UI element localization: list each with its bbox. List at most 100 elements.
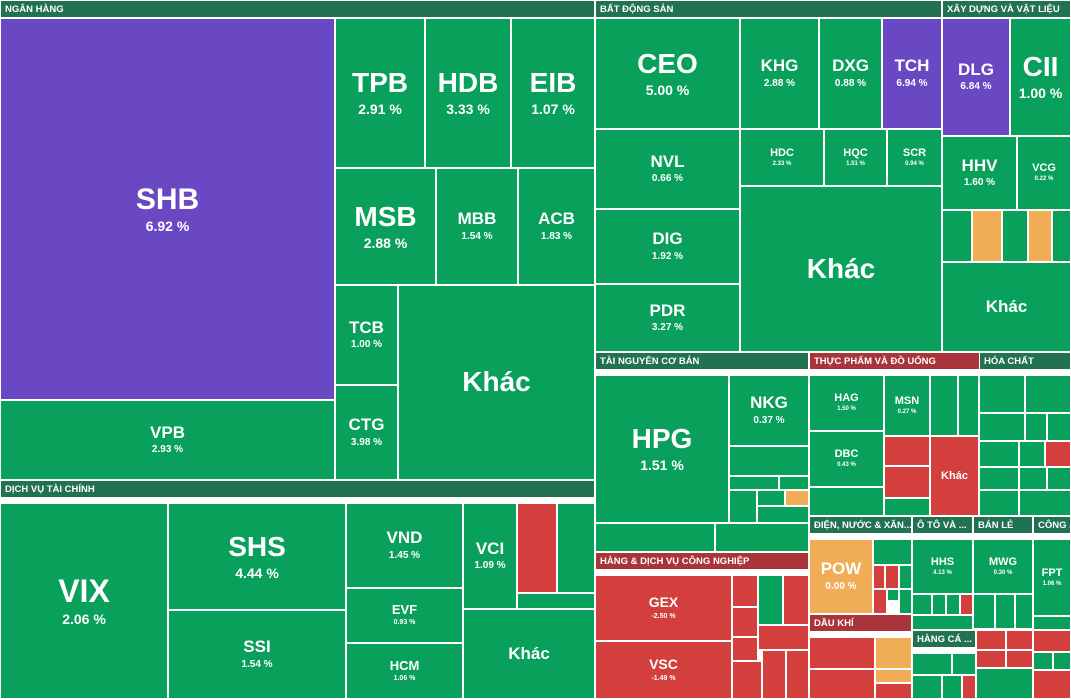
stock-cell-ngan-hang-eib[interactable]: EIB 1.07 % [511, 18, 595, 168]
stock-cell-small[interactable] [1033, 652, 1053, 670]
sector-header-dich-vu-tai-chinh[interactable]: DỊCH VỤ TÀI CHÍNH [0, 480, 595, 498]
stock-cell-small[interactable] [809, 669, 875, 699]
stock-cell-small[interactable] [1047, 413, 1071, 441]
sector-header-dien-nuoc-xan[interactable]: ĐIỆN, NƯỚC & XĂN... [809, 516, 912, 534]
stock-cell-dich-vu-tai-chinh-vix[interactable]: VIX 2.06 % [0, 503, 168, 699]
stock-cell-small[interactable] [979, 375, 1025, 413]
stock-cell-small[interactable] [973, 594, 995, 629]
stock-cell-o-to-va-hhs[interactable]: HHS 4.13 % [912, 539, 973, 594]
stock-cell-small[interactable] [1033, 616, 1071, 630]
stock-cell-dich-vu-tai-chinh-vnd[interactable]: VND 1.45 % [346, 503, 463, 588]
stock-cell-ngan-hang-hdb[interactable]: HDB 3.33 % [425, 18, 511, 168]
sector-header-cong[interactable]: CÔNG ... [1033, 516, 1071, 534]
stock-cell-small[interactable] [932, 594, 946, 615]
stock-cell-bat-dong-san-khg[interactable]: KHG 2.88 % [740, 18, 819, 129]
stock-cell-small[interactable] [1053, 652, 1071, 670]
stock-cell-small[interactable] [995, 594, 1015, 629]
stock-cell-ngan-hang-shb[interactable]: SHB 6.92 % [0, 18, 335, 400]
stock-cell-small[interactable] [979, 441, 1019, 467]
stock-cell-small[interactable] [557, 503, 595, 593]
sector-header-xay-dung-va-vat-lieu[interactable]: XÂY DỰNG VÀ VẬT LIỆU [942, 0, 1071, 18]
stock-cell-small[interactable] [517, 593, 595, 609]
stock-cell-small[interactable] [757, 490, 785, 506]
stock-cell-small[interactable] [976, 668, 1033, 699]
stock-cell-small[interactable] [1006, 650, 1033, 668]
stock-cell-small[interactable] [976, 630, 1006, 650]
stock-cell-small[interactable] [979, 413, 1025, 441]
stock-cell-small[interactable] [912, 675, 942, 699]
stock-cell-small[interactable] [884, 436, 930, 466]
stock-cell-ngan-hang-khac[interactable]: Khác [398, 285, 595, 480]
stock-cell-xay-dung-va-vat-lieu-vcg[interactable]: VCG 0.22 % [1017, 136, 1071, 210]
stock-cell-small[interactable] [762, 650, 786, 699]
stock-cell-small[interactable] [912, 594, 932, 615]
stock-cell-small[interactable] [517, 503, 557, 593]
sector-header-hoa-chat[interactable]: HÓA CHẤT [979, 352, 1071, 370]
stock-cell-small[interactable] [595, 523, 715, 552]
stock-cell-thuc-pham-va-do-uong-msn[interactable]: MSN 0.27 % [884, 375, 930, 436]
stock-cell-small[interactable] [962, 675, 976, 699]
stock-cell-thuc-pham-va-do-uong-dbc[interactable]: DBC 0.43 % [809, 431, 884, 487]
sector-header-hang-ca[interactable]: HÀNG CÁ ... [912, 630, 976, 648]
stock-cell-xay-dung-va-vat-lieu-dlg[interactable]: DLG 6.84 % [942, 18, 1010, 136]
stock-cell-ngan-hang-msb[interactable]: MSB 2.88 % [335, 168, 436, 285]
stock-cell-dich-vu-tai-chinh-shs[interactable]: SHS 4.44 % [168, 503, 346, 610]
stock-cell-small[interactable] [1019, 441, 1045, 467]
stock-cell-dich-vu-tai-chinh-khac[interactable]: Khác [463, 609, 595, 699]
stock-cell-small[interactable] [715, 523, 809, 552]
stock-cell-small[interactable] [884, 498, 930, 516]
stock-cell-bat-dong-san-hdc[interactable]: HDC 2.33 % [740, 129, 824, 186]
stock-cell-dich-vu-tai-chinh-evf[interactable]: EVF 0.93 % [346, 588, 463, 643]
stock-cell-small[interactable] [1052, 210, 1071, 262]
stock-cell-cong-fpt[interactable]: FPT 1.06 % [1033, 539, 1071, 616]
stock-cell-small[interactable] [1025, 413, 1047, 441]
stock-cell-small[interactable] [885, 565, 899, 589]
stock-cell-small[interactable] [873, 539, 912, 565]
stock-cell-small[interactable] [930, 375, 958, 436]
stock-cell-small[interactable] [875, 683, 912, 699]
stock-cell-small[interactable] [912, 615, 973, 630]
sector-header-o-to-va[interactable]: Ô TÔ VÀ ... [912, 516, 973, 534]
stock-cell-dich-vu-tai-chinh-vci[interactable]: VCI 1.09 % [463, 503, 517, 609]
stock-cell-small[interactable] [960, 594, 973, 615]
stock-cell-small[interactable] [1019, 490, 1071, 516]
stock-cell-small[interactable] [952, 653, 976, 675]
stock-cell-small[interactable] [729, 476, 779, 490]
stock-cell-thuc-pham-va-do-uong-khac[interactable]: Khác [930, 436, 979, 516]
stock-cell-hang-dich-vu-cong-nghiep-vsc[interactable]: VSC -1.49 % [595, 641, 732, 699]
stock-cell-small[interactable] [1002, 210, 1028, 262]
stock-cell-small[interactable] [899, 565, 912, 589]
stock-cell-small[interactable] [1033, 670, 1071, 699]
stock-cell-small[interactable] [976, 650, 1006, 668]
stock-cell-small[interactable] [873, 565, 885, 589]
stock-cell-small[interactable] [1019, 467, 1047, 490]
stock-cell-small[interactable] [758, 575, 783, 625]
sector-header-bat-dong-san[interactable]: BẤT ĐỘNG SẢN [595, 0, 942, 18]
stock-cell-small[interactable] [972, 210, 1002, 262]
stock-cell-small[interactable] [875, 669, 912, 683]
stock-cell-small[interactable] [942, 210, 972, 262]
stock-cell-small[interactable] [1015, 594, 1033, 629]
stock-cell-small[interactable] [1045, 441, 1071, 467]
stock-cell-xay-dung-va-vat-lieu-khac[interactable]: Khác [942, 262, 1071, 352]
stock-cell-bat-dong-san-dxg[interactable]: DXG 0.88 % [819, 18, 882, 129]
stock-cell-small[interactable] [809, 487, 884, 516]
stock-cell-small[interactable] [875, 637, 912, 669]
stock-cell-small[interactable] [729, 446, 809, 476]
stock-cell-small[interactable] [732, 637, 758, 661]
stock-cell-xay-dung-va-vat-lieu-cii[interactable]: CII 1.00 % [1010, 18, 1071, 136]
stock-cell-small[interactable] [912, 653, 952, 675]
stock-cell-small[interactable] [899, 589, 912, 614]
stock-cell-small[interactable] [783, 575, 809, 625]
stock-cell-ngan-hang-vpb[interactable]: VPB 2.93 % [0, 400, 335, 480]
stock-cell-small[interactable] [1025, 375, 1071, 413]
stock-cell-small[interactable] [758, 625, 809, 650]
stock-cell-small[interactable] [732, 661, 762, 699]
stock-cell-small[interactable] [946, 594, 960, 615]
sector-header-tai-nguyen-co-ban[interactable]: TÀI NGUYÊN CƠ BẢN [595, 352, 809, 370]
stock-cell-bat-dong-san-scr[interactable]: SCR 0.94 % [887, 129, 942, 186]
stock-cell-ban-le-mwg[interactable]: MWG 0.30 % [973, 539, 1033, 594]
stock-cell-small[interactable] [979, 490, 1019, 516]
stock-cell-tai-nguyen-co-ban-nkg[interactable]: NKG 0.37 % [729, 375, 809, 446]
stock-cell-dich-vu-tai-chinh-ssi[interactable]: SSI 1.54 % [168, 610, 346, 699]
